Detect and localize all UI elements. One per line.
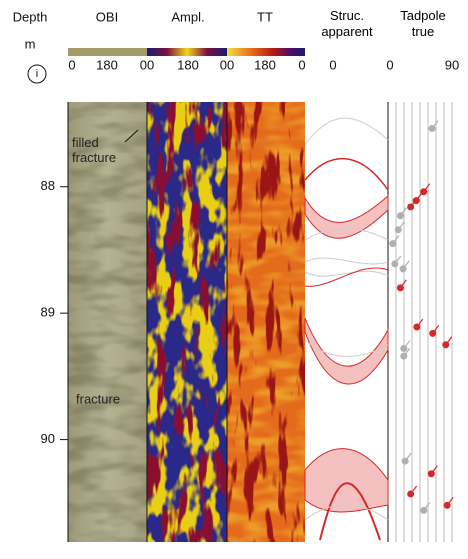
depth-label: Depth <box>13 9 48 24</box>
header: Depth m i OBI Ampl. TT Struc. apparent T… <box>13 8 446 84</box>
scale-label: 0 <box>68 57 75 72</box>
struc-track <box>304 117 389 541</box>
annotation-box: filled fracture <box>72 135 117 165</box>
sinusoid-band <box>304 448 389 513</box>
image-tracks <box>67 102 389 542</box>
sinusoid <box>304 267 389 287</box>
scale-label: 00 <box>140 57 154 72</box>
info-icon: i <box>36 68 38 80</box>
track-title: TT <box>257 9 273 24</box>
annotation: fracture <box>76 391 120 406</box>
annotation: filled fracture <box>72 135 117 165</box>
ampl-texture <box>147 102 227 542</box>
tt-colorbar <box>227 48 305 56</box>
scale-label: 180 <box>96 57 118 72</box>
track-title-box: Tadpole true <box>400 8 446 39</box>
sinusoid <box>304 157 389 191</box>
sinusoid <box>304 339 389 357</box>
tadpole <box>413 323 421 331</box>
track-title: Tadpole true <box>400 8 446 39</box>
tadpole <box>407 203 415 211</box>
tadpole <box>420 506 428 514</box>
depth-tick-label: 90 <box>41 431 55 446</box>
scale-label: 180 <box>177 57 199 72</box>
depth-unit: m <box>25 36 36 51</box>
track-title: OBI <box>96 9 118 24</box>
sinusoid <box>304 117 389 146</box>
tt-texture <box>227 102 305 542</box>
tadpole <box>399 265 407 273</box>
tadpole <box>389 240 397 248</box>
sinusoid <box>304 228 389 241</box>
annotation-arrow <box>124 129 139 143</box>
tadpole <box>400 345 408 353</box>
sinusoid <box>304 504 389 521</box>
scale-label: 0 <box>329 57 336 72</box>
obi-texture <box>68 102 147 542</box>
tadpole <box>391 260 399 268</box>
tadpole <box>443 501 451 509</box>
scale-label: 0 <box>298 57 305 72</box>
tadpole <box>442 341 450 349</box>
ampl-colorbar <box>147 48 227 56</box>
scale-label: 00 <box>220 57 234 72</box>
scale-label: 180 <box>254 57 276 72</box>
tadpole <box>428 125 436 133</box>
sinusoid <box>319 482 381 541</box>
tadpole <box>401 457 409 465</box>
annotations: filled fracture fracture <box>72 129 139 406</box>
tadpole <box>407 490 415 498</box>
tadpole <box>427 470 435 478</box>
tadpole <box>400 352 408 360</box>
obi-colorbar <box>68 48 147 56</box>
info-icon-ring <box>27 64 47 84</box>
tadpole <box>429 329 437 337</box>
sinusoid-band <box>304 317 389 385</box>
track-title: Ampl. <box>171 9 204 24</box>
sinusoid <box>304 270 389 277</box>
depth-tick-label: 89 <box>41 305 55 320</box>
tadpole-tick-label: 0 <box>386 57 393 72</box>
track-title: Struc. apparent <box>321 8 373 39</box>
sinusoid <box>304 257 389 265</box>
tadpole <box>396 284 404 292</box>
track-title-box: Struc. apparent <box>321 8 373 39</box>
sinusoid-band <box>304 194 389 239</box>
depth-tick-label: 88 <box>41 178 55 193</box>
tadpole <box>396 212 404 220</box>
tadpole-tick-label: 90 <box>445 57 459 72</box>
tadpole <box>394 226 402 234</box>
